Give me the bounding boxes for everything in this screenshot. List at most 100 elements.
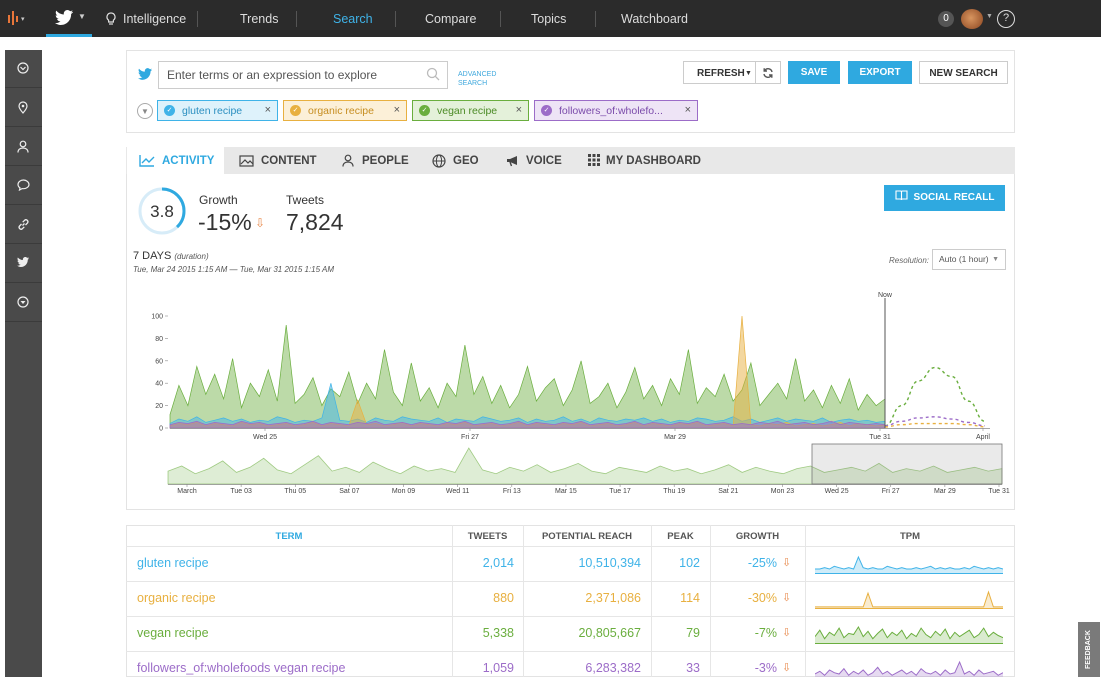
search-input[interactable]: [158, 61, 448, 89]
sidebar-item-links[interactable]: [5, 206, 42, 244]
twitter-source-button[interactable]: ▼: [46, 0, 92, 37]
overview-area: [167, 447, 1003, 485]
close-icon[interactable]: ×: [264, 104, 271, 116]
column-header-growth[interactable]: GROWTH: [735, 531, 780, 542]
person-icon: [342, 154, 354, 167]
tab-people[interactable]: PEOPLE: [329, 147, 417, 174]
close-icon[interactable]: ×: [515, 104, 522, 116]
close-icon[interactable]: ×: [393, 104, 400, 116]
export-button[interactable]: EXPORT: [848, 61, 912, 84]
chip-label: organic recipe: [308, 105, 374, 117]
sidebar-item-overview[interactable]: [5, 50, 42, 88]
check-icon: ✓: [164, 105, 175, 116]
arrow-down-icon: ⇩: [255, 216, 266, 230]
close-icon[interactable]: ×: [684, 104, 691, 116]
collapse-chips-toggle[interactable]: ▼: [137, 103, 153, 119]
column-header-tpm[interactable]: TPM: [899, 531, 921, 542]
social-recall-button[interactable]: SOCIAL RECALL: [884, 185, 1005, 211]
peak-cell: 33: [686, 661, 700, 675]
chevron-down-icon[interactable]: ▼: [986, 13, 993, 20]
new-search-button[interactable]: NEW SEARCH: [919, 61, 1008, 84]
overview-tick-label: Thu 19: [663, 488, 685, 495]
tab-activity[interactable]: ACTIVITY: [127, 147, 224, 174]
feedback-tab[interactable]: FEEDBACK: [1078, 622, 1100, 677]
refresh-label: REFRESH: [697, 68, 745, 79]
column-header-term[interactable]: TERM: [275, 531, 303, 542]
nav-search[interactable]: Search: [333, 12, 373, 26]
table-divider: [452, 525, 453, 677]
chevron-down-icon: ▼: [745, 70, 752, 77]
nav-divider: [296, 11, 297, 27]
arrow-down-icon: ⇩: [782, 557, 792, 569]
nav-watchboard[interactable]: Watchboard: [621, 12, 688, 26]
activity-chart[interactable]: 0 20 40 60 80 100 Now Wed 25 Fri 27 Mar 29 Tue 31 A…: [130, 288, 1010, 500]
sidebar-item-more[interactable]: [5, 284, 42, 322]
term-cell[interactable]: followers_of:wholefoods vegan recipe: [137, 661, 346, 675]
series-area-3: [169, 420, 886, 429]
tab-label: CONTENT: [261, 155, 317, 167]
x-tick-label: Fri 27: [461, 434, 479, 441]
overview-brush: [811, 443, 1003, 485]
overview-tick-label: Mar 29: [934, 488, 956, 495]
now-label: Now: [878, 292, 893, 299]
term-chip-organic[interactable]: ✓ organic recipe ×: [283, 100, 407, 121]
tab-content[interactable]: CONTENT: [224, 147, 324, 174]
notification-badge[interactable]: 0: [938, 11, 954, 27]
nav-intelligence[interactable]: Intelligence: [123, 12, 187, 26]
sidebar-item-conversations[interactable]: [5, 167, 42, 205]
y-tick-label: 20: [155, 403, 163, 410]
term-chip-followers[interactable]: ✓ followers_of:wholefo... ×: [534, 100, 698, 121]
y-tick-label: 60: [155, 358, 163, 365]
growth-label: Growth: [199, 193, 238, 207]
nav-topics[interactable]: Topics: [531, 12, 567, 26]
auto-refresh-button[interactable]: [755, 61, 781, 84]
table-divider: [126, 581, 1015, 582]
term-cell[interactable]: gluten recipe: [137, 556, 209, 570]
refresh-button[interactable]: REFRESH ▼: [683, 61, 756, 84]
save-button[interactable]: SAVE: [788, 61, 840, 84]
sidebar-item-twitter[interactable]: [5, 245, 42, 283]
tab-my-dashboard[interactable]: MY DASHBOARD: [577, 147, 707, 174]
column-header-tweets[interactable]: TWEETS: [467, 531, 508, 542]
tab-voice[interactable]: VOICE: [495, 147, 573, 174]
overview-tick-label: Sat 21: [718, 488, 738, 495]
nav-divider: [197, 11, 198, 27]
avatar[interactable]: [961, 9, 983, 29]
overview-tick-label: Sat 07: [339, 488, 359, 495]
table-divider: [710, 525, 711, 677]
reach-cell: 20,805,667: [578, 626, 641, 640]
x-tick-label: Tue 31: [869, 434, 891, 441]
sparkline-line: [815, 590, 1003, 608]
resolution-select[interactable]: Auto (1 hour) ▼: [932, 249, 1006, 270]
lightbulb-icon: [106, 12, 116, 25]
term-cell[interactable]: vegan recipe: [137, 626, 209, 640]
y-tick-label: 100: [151, 314, 163, 321]
nav-divider: [595, 11, 596, 27]
tab-geo[interactable]: GEO: [419, 147, 493, 174]
advanced-search-link[interactable]: ADVANCED SEARCH: [458, 70, 496, 88]
column-header-peak[interactable]: PEAK: [667, 531, 694, 542]
app-logo-icon[interactable]: ▾: [6, 9, 36, 29]
term-cell[interactable]: organic recipe: [137, 591, 216, 605]
help-icon[interactable]: ?: [997, 10, 1015, 28]
search-icon[interactable]: [426, 67, 440, 81]
sidebar-item-location[interactable]: [5, 89, 42, 127]
score-gauge: [138, 187, 186, 235]
nav-trends[interactable]: Trends: [240, 12, 279, 26]
nav-compare[interactable]: Compare: [425, 12, 477, 26]
sparkline-line: [815, 555, 1003, 570]
term-chip-gluten[interactable]: ✓ gluten recipe ×: [157, 100, 278, 121]
chip-label: gluten recipe: [182, 105, 243, 117]
date-range: Tue, Mar 24 2015 1:15 AM — Tue, Mar 31 2…: [133, 265, 334, 274]
y-tick-label: 0: [159, 426, 163, 433]
sidebar-item-people[interactable]: [5, 128, 42, 166]
column-header-reach[interactable]: POTENTIAL REACH: [541, 531, 633, 542]
chevron-down-circle-icon: [17, 296, 29, 308]
tweets-label: Tweets: [286, 193, 325, 207]
x-tick-label: Mar 29: [664, 434, 686, 441]
twitter-icon: [55, 10, 73, 25]
sparkline-area: [815, 557, 1003, 573]
term-chip-vegan[interactable]: ✓ vegan recipe ×: [412, 100, 529, 121]
duration-label: 7 DAYS (duration): [133, 250, 209, 262]
table-divider: [126, 616, 1015, 617]
